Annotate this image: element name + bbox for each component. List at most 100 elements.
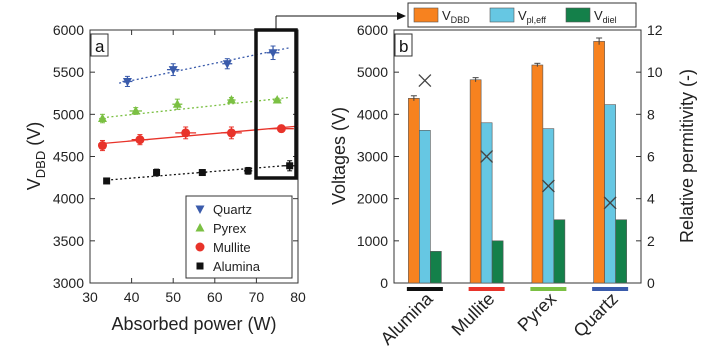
bar: [531, 64, 544, 284]
bar: [593, 41, 605, 284]
panel-a-fit-lines: [98, 47, 299, 181]
data-point: [153, 169, 161, 177]
legend-label: Quartz: [213, 202, 252, 217]
data-point: [122, 77, 132, 87]
panel-b-category-color-bars: Alumina Mullite Pyrex Quartz: [377, 287, 629, 349]
legend-label: Alumina: [213, 259, 261, 274]
y-tick-label: 4500: [53, 149, 84, 165]
panel-b-ticks: 0 1000 2000 3000 4000 5000 6000 0 2 4 6 8 10 12: [357, 22, 663, 291]
bar: [430, 251, 442, 284]
data-point: [131, 105, 141, 115]
data-point: [103, 177, 111, 185]
permittivity-marker: [480, 150, 494, 163]
y-tick-label: 6000: [357, 22, 388, 38]
panel-b-label: b: [399, 37, 408, 56]
panel-b-y-axis-label: Voltages (V): [329, 107, 349, 205]
y2-tick-label: 10: [647, 64, 663, 80]
panel-a-x-axis-label: Absorbed power (W): [111, 314, 276, 334]
y-tick-label: 5500: [53, 64, 84, 80]
x-tick-label: 80: [290, 289, 306, 305]
legend-marker: [195, 205, 205, 214]
category-label: Alumina: [377, 288, 438, 349]
y2-tick-label: 0: [647, 275, 655, 291]
legend-label-main: V: [442, 8, 451, 23]
bar: [542, 128, 555, 284]
panel-b-bars: [408, 37, 627, 284]
bar: [615, 219, 627, 284]
legend-swatch: [413, 7, 439, 23]
y-tick-label: 3000: [357, 149, 388, 165]
data-point: [198, 169, 206, 177]
bar: [480, 122, 493, 284]
fit-line: [102, 96, 290, 119]
category-label: Pyrex: [514, 289, 561, 336]
panel-a-y-axis-label-unit: (V): [24, 122, 44, 151]
y2-tick-label: 6: [647, 149, 655, 165]
data-point: [135, 135, 145, 145]
y-tick-label: 5000: [357, 64, 388, 80]
bar: [491, 240, 504, 284]
y2-tick-label: 8: [647, 106, 655, 122]
connector-arrow-head: [397, 12, 406, 20]
legend-label-main: V: [594, 8, 603, 23]
x-tick-label: 40: [124, 289, 140, 305]
panel-a-y-axis-label-main: V: [24, 178, 44, 190]
legend-marker: [195, 223, 205, 232]
legend-label-sub: diel: [603, 15, 617, 25]
y-tick-label: 4000: [357, 106, 388, 122]
panel-a-ticks: 30 40 50 60 70 80 3000 3500 4000 4500 5000 5500 6000: [53, 22, 306, 305]
y-tick-label: 6000: [53, 22, 84, 38]
bar: [419, 130, 431, 284]
x-tick-label: 60: [207, 289, 223, 305]
data-point: [222, 60, 232, 69]
category-color-bar: [530, 287, 567, 291]
y2-tick-label: 4: [647, 191, 655, 207]
category-label: Mullite: [448, 289, 499, 340]
fit-line: [118, 47, 290, 84]
data-point: [168, 66, 178, 75]
permittivity-marker: [418, 74, 432, 88]
data-point: [97, 141, 107, 151]
category-color-bar: [406, 287, 443, 291]
permittivity-marker: [541, 179, 555, 193]
y-tick-label: 2000: [357, 191, 388, 207]
y2-tick-label: 2: [647, 233, 655, 249]
legend-label: VDBD: [442, 8, 470, 25]
legend-label: Mullite: [213, 240, 251, 255]
bar: [408, 98, 420, 284]
data-point: [276, 124, 286, 134]
legend-label: Vdiel: [594, 8, 617, 25]
data-point: [97, 113, 107, 123]
y-tick-label: 4000: [53, 191, 84, 207]
x-tick-label: 30: [82, 289, 98, 305]
category-color-bar: [468, 287, 505, 291]
data-point: [244, 167, 252, 175]
data-point: [268, 49, 278, 58]
y-tick-label: 5000: [53, 106, 84, 122]
fit-line: [98, 125, 299, 145]
y-tick-label: 3500: [53, 233, 84, 249]
category-color-bar: [592, 287, 629, 291]
y-tick-label: 1000: [357, 233, 388, 249]
panel-b-permittivity-markers: [418, 74, 617, 210]
y2-tick-label: 12: [647, 22, 663, 38]
y-tick-label: 3000: [53, 275, 84, 291]
panel-b-legend: [407, 2, 637, 28]
x-tick-label: 50: [165, 289, 181, 305]
bar: [553, 219, 566, 284]
permittivity-marker: [603, 196, 617, 210]
panel-a-label-box: [90, 33, 109, 57]
data-point: [286, 162, 294, 170]
panel-a-label: a: [95, 37, 105, 56]
legend-label-sub: DBD: [451, 15, 471, 25]
panel-a-legend: [185, 195, 293, 279]
category-label: Quartz: [570, 289, 622, 341]
legend-marker: [196, 262, 204, 270]
panel-a-y-axis-label-sub: DBD: [33, 151, 48, 178]
bar: [469, 79, 482, 284]
legend-label: Pyrex: [213, 221, 247, 236]
bar: [604, 104, 616, 284]
data-point: [226, 128, 236, 138]
panel-b-legend-items: VDBD Vpl,eff Vdiel: [413, 7, 617, 25]
